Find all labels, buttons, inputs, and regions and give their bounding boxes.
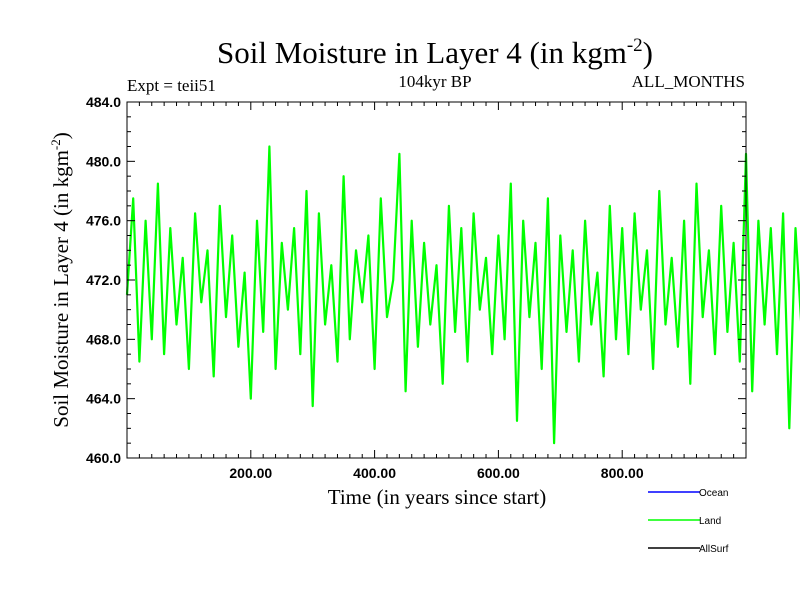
x-axis-label: Time (in years since start) [328,485,547,509]
y-axis: 460.0 464.0 468.0 472.0 476.0 480.0 484.0 [86,94,746,466]
x-axis: 200.00 400.00 600.00 800.00 [138,102,735,481]
legend-label-land: Land [699,516,721,527]
x-tick-label: 200.00 [229,465,272,481]
y-tick-label: 460.0 [86,450,121,466]
months-label: ALL_MONTHS [632,72,745,91]
y-tick-label: 472.0 [86,272,121,288]
y-tick-label: 468.0 [86,331,121,347]
x-tick-label: 800.00 [601,465,644,481]
legend: Ocean Land AllSurf [648,488,729,555]
x-tick-label: 400.00 [353,465,396,481]
y-axis-label: Soil Moisture in Layer 4 (in kgm-2) [48,132,73,427]
y-tick-label: 464.0 [86,391,121,407]
x-tick-label: 600.00 [477,465,520,481]
chart-title: Soil Moisture in Layer 4 (in kgm-2) [217,35,653,70]
plot-area [125,145,800,445]
experiment-label: Expt = teii51 [127,76,216,95]
series-line-land [125,145,800,445]
y-tick-label: 476.0 [86,213,121,229]
legend-label-ocean: Ocean [699,488,728,499]
y-tick-label: 484.0 [86,94,121,110]
period-label: 104kyr BP [398,72,471,91]
y-tick-label: 480.0 [86,153,121,169]
legend-label-allsurf: AllSurf [699,544,729,555]
